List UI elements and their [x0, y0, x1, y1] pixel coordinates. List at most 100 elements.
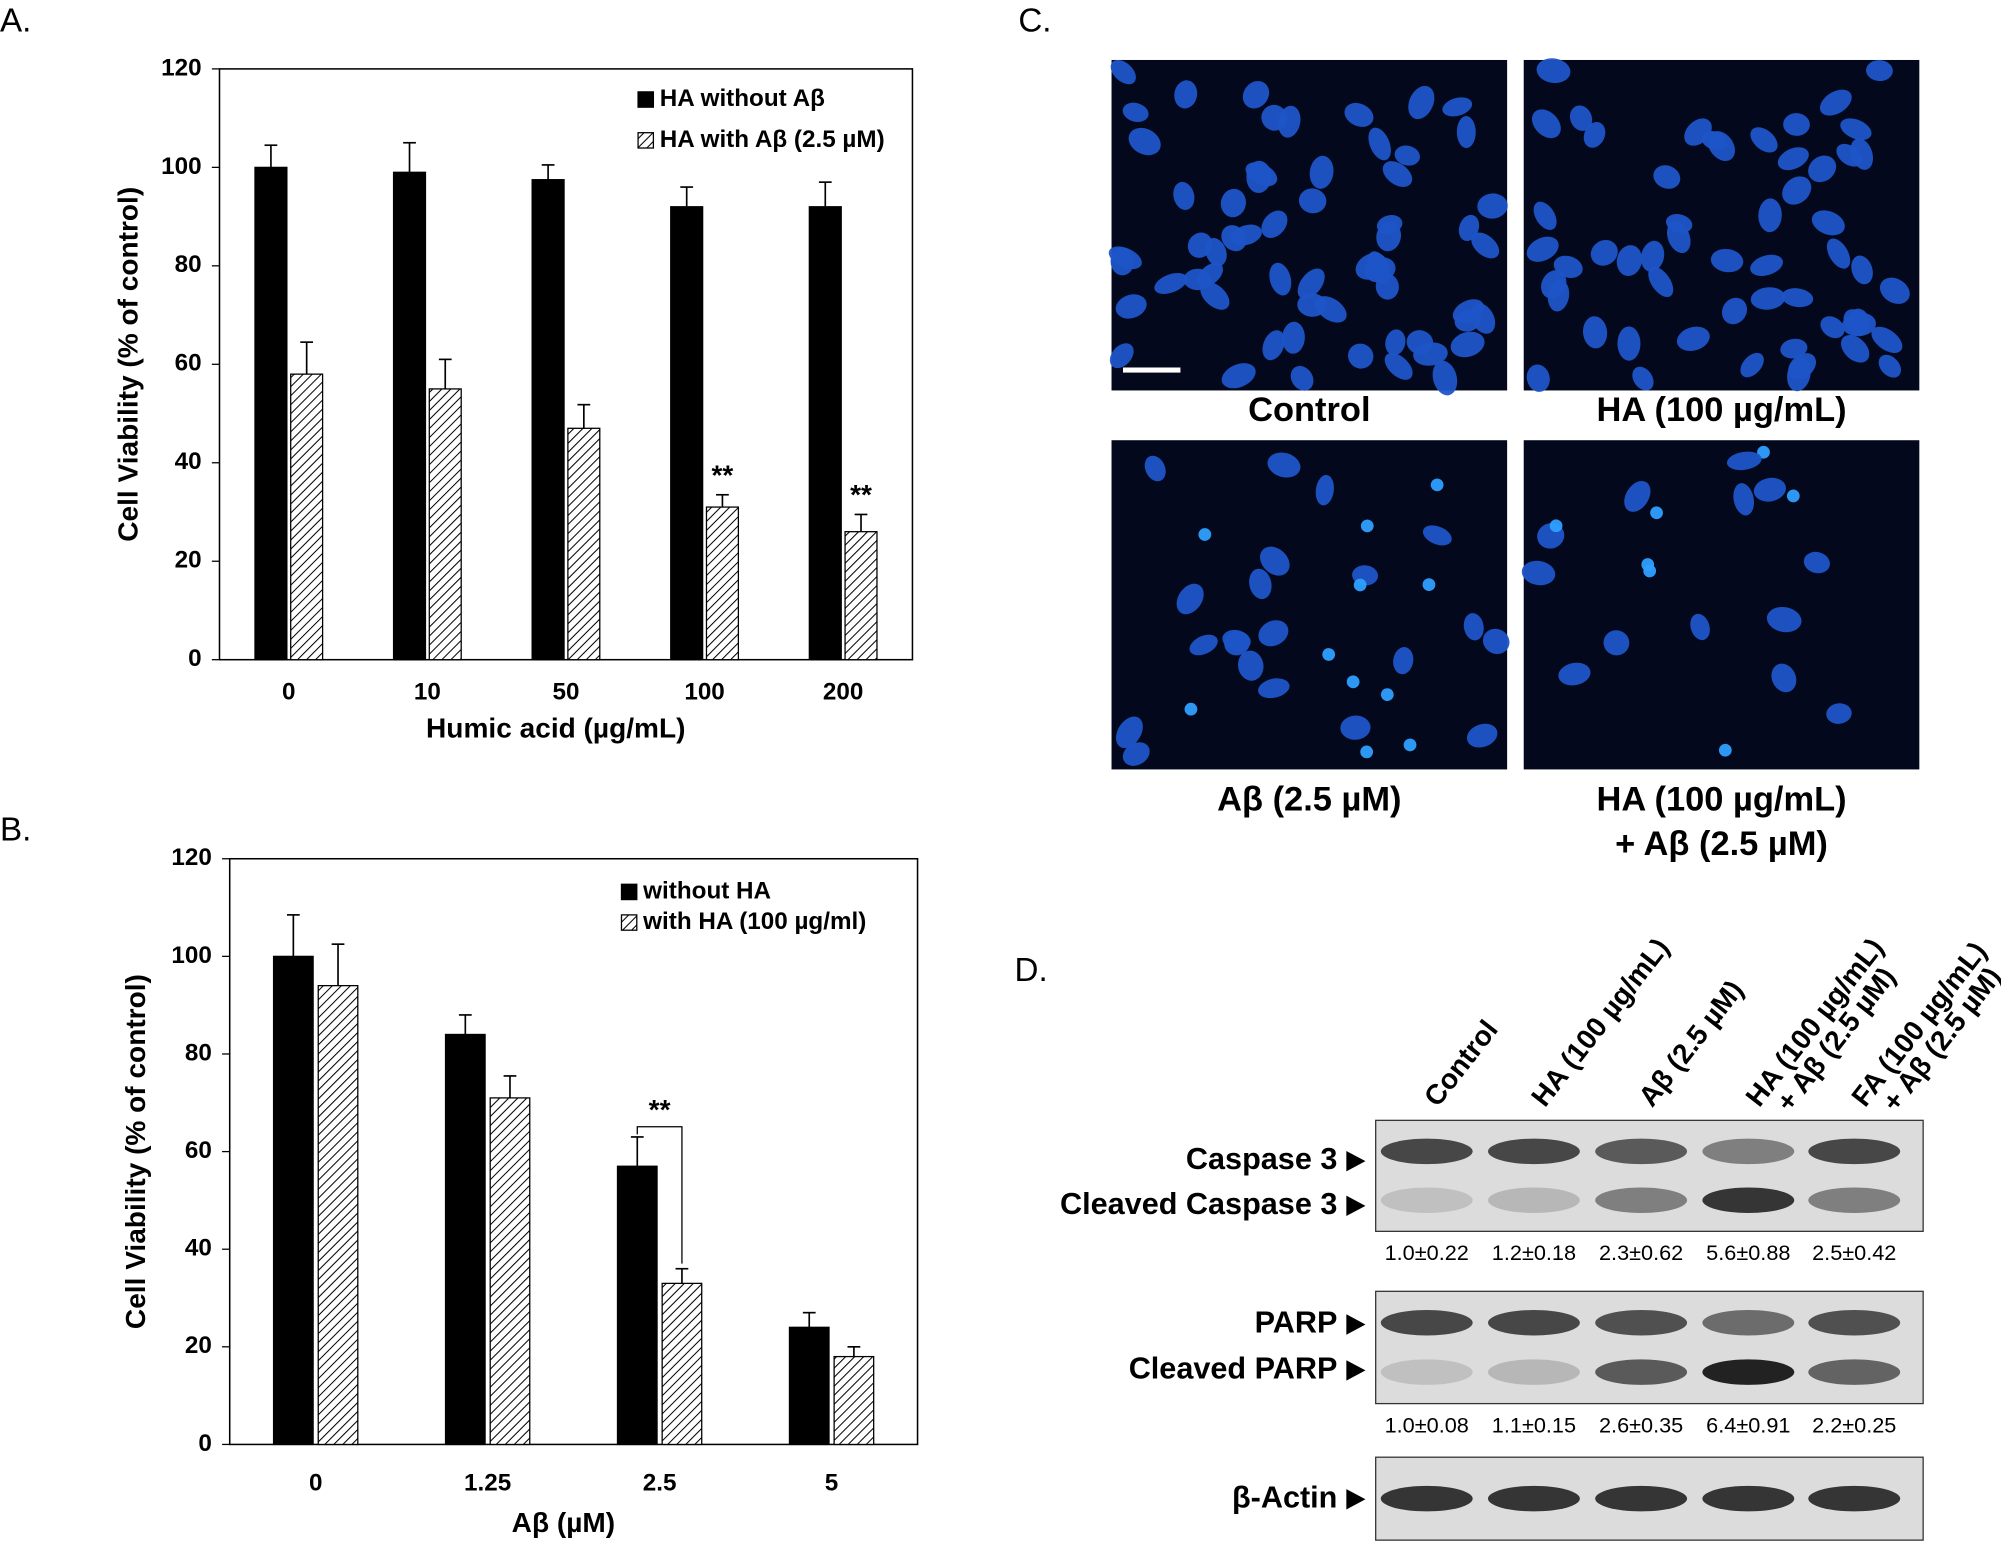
quantification: 2.5±0.42 — [1812, 1240, 1896, 1265]
nucleus — [1878, 354, 1902, 378]
nucleus — [1450, 331, 1485, 358]
micrograph — [1523, 440, 1920, 770]
nucleus — [1603, 630, 1630, 656]
blot — [1375, 1290, 1924, 1405]
nucleus — [1750, 254, 1783, 277]
nucleus — [1183, 268, 1212, 291]
quantification: 6.4±0.91 — [1706, 1412, 1790, 1437]
nucleus — [1549, 519, 1563, 533]
nucleus — [1237, 650, 1264, 681]
y-tick-label: 40 — [175, 448, 202, 475]
nucleus — [1376, 221, 1402, 252]
band — [1487, 1359, 1580, 1385]
nucleus — [1249, 568, 1272, 600]
band — [1487, 1138, 1580, 1165]
nucleus — [1347, 343, 1374, 369]
bar — [808, 206, 842, 661]
nucleus — [1422, 525, 1452, 546]
micrograph — [1111, 440, 1508, 770]
nucleus — [1122, 102, 1149, 122]
nucleus — [1690, 613, 1710, 641]
nucleus — [1221, 363, 1256, 389]
nucleus — [1344, 102, 1374, 127]
error-bar — [541, 164, 555, 180]
nucleus — [1258, 678, 1290, 699]
nucleus — [1733, 483, 1755, 516]
error-bar — [300, 341, 314, 375]
nucleus — [1758, 198, 1782, 233]
nucleus — [1616, 245, 1643, 277]
band-arrow — [1346, 1360, 1366, 1381]
nucleus — [1582, 316, 1608, 349]
quantification: 1.2±0.18 — [1492, 1240, 1576, 1265]
nucleus — [1781, 288, 1814, 308]
band — [1380, 1187, 1473, 1214]
nucleus — [1309, 155, 1334, 189]
quantification: 2.3±0.62 — [1599, 1240, 1683, 1265]
nucleus — [1382, 161, 1413, 187]
nucleus — [1122, 742, 1150, 766]
panel-label: B. — [0, 812, 31, 849]
y-tick-label: 0 — [198, 1430, 211, 1457]
image-caption: HA (100 µg/mL) — [1596, 391, 1846, 429]
bar — [661, 1282, 703, 1446]
x-tick-label: 1.25 — [464, 1469, 511, 1496]
nucleus — [1224, 631, 1250, 656]
nucleus — [1803, 551, 1830, 574]
nucleus — [1115, 294, 1147, 319]
band — [1702, 1187, 1795, 1214]
nucleus — [1836, 143, 1862, 167]
nucleus — [1393, 647, 1414, 675]
nucleus — [1315, 474, 1334, 506]
blot — [1375, 1119, 1924, 1232]
y-axis-label: Cell Viability (% of control) — [113, 187, 144, 542]
quantification: 1.1±0.15 — [1492, 1412, 1576, 1437]
nucleus — [1278, 105, 1301, 138]
error-bar — [802, 1311, 816, 1328]
bar — [788, 1326, 830, 1446]
y-tick-label: 80 — [175, 251, 202, 278]
nucleus — [1259, 546, 1290, 576]
nucleus — [1707, 131, 1736, 161]
x-axis-label: Aβ (µM) — [512, 1507, 615, 1538]
y-tick-label: 80 — [185, 1039, 212, 1066]
bar — [317, 985, 359, 1446]
lane-label: Aβ (2.5 µM) — [1632, 975, 1749, 1112]
nucleus — [1536, 58, 1571, 84]
band — [1808, 1309, 1901, 1336]
nucleus — [1643, 564, 1657, 578]
nucleus — [1360, 519, 1374, 533]
nucleus — [1684, 118, 1712, 146]
nucleus — [1184, 702, 1198, 716]
band — [1380, 1485, 1473, 1512]
quantification: 2.6±0.35 — [1599, 1412, 1683, 1437]
band — [1487, 1187, 1580, 1214]
error-bar — [854, 513, 868, 532]
y-tick-label: 120 — [161, 54, 201, 81]
nucleus — [1200, 281, 1230, 310]
nucleus — [1666, 221, 1691, 254]
nucleus — [1340, 715, 1371, 740]
nucleus — [1617, 326, 1641, 361]
nucleus — [1840, 334, 1870, 363]
nucleus — [1322, 648, 1336, 661]
bar — [844, 531, 878, 661]
image-caption: Aβ (2.5 µM) — [1217, 780, 1401, 818]
band — [1702, 1138, 1795, 1165]
nucleus — [1413, 342, 1448, 366]
x-tick-label: 5 — [825, 1469, 838, 1496]
lane-label: Control — [1418, 1014, 1504, 1112]
band-label: β-Actin — [1232, 1480, 1337, 1514]
nucleus — [1282, 321, 1305, 354]
nucleus — [1624, 480, 1651, 512]
nucleus — [1726, 451, 1762, 471]
nucleus — [1360, 745, 1374, 759]
nucleus — [1115, 716, 1143, 749]
band — [1595, 1485, 1688, 1512]
significance-bracket — [636, 1126, 683, 1264]
nucleus — [1242, 81, 1270, 109]
nucleus — [1780, 338, 1808, 359]
legend-swatch — [637, 91, 655, 108]
